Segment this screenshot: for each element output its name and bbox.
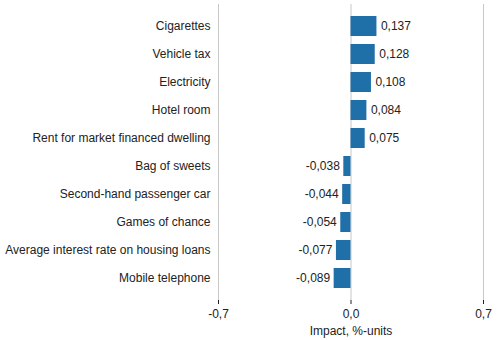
svg-text:0,7: 0,7: [475, 307, 492, 321]
svg-text:Hotel room: Hotel room: [152, 103, 211, 117]
svg-text:Cigarettes: Cigarettes: [156, 19, 211, 33]
svg-text:0,075: 0,075: [369, 131, 399, 145]
svg-text:Rent for market financed dwell: Rent for market financed dwelling: [32, 131, 210, 145]
svg-text:Second-hand passenger car: Second-hand passenger car: [60, 187, 211, 201]
svg-text:-0,044: -0,044: [305, 187, 339, 201]
svg-text:0,084: 0,084: [371, 103, 401, 117]
svg-text:Average interest rate on housi: Average interest rate on housing loans: [5, 243, 210, 257]
svg-text:Mobile telephone: Mobile telephone: [119, 271, 211, 285]
svg-text:0,128: 0,128: [379, 47, 409, 61]
svg-text:Electricity: Electricity: [159, 75, 210, 89]
svg-text:-0,054: -0,054: [303, 215, 337, 229]
svg-text:0,137: 0,137: [381, 19, 411, 33]
svg-text:Vehicle tax: Vehicle tax: [152, 47, 210, 61]
svg-text:-0,7: -0,7: [208, 307, 229, 321]
svg-text:0,0: 0,0: [343, 307, 360, 321]
svg-text:-0,038: -0,038: [306, 159, 340, 173]
svg-text:Bag of sweets: Bag of sweets: [135, 159, 210, 173]
svg-text:Impact, %-units: Impact, %-units: [310, 324, 393, 338]
svg-text:-0,089: -0,089: [296, 271, 330, 285]
svg-text:Games of chance: Games of chance: [116, 215, 210, 229]
svg-text:0,108: 0,108: [375, 75, 405, 89]
svg-text:-0,077: -0,077: [298, 243, 332, 257]
